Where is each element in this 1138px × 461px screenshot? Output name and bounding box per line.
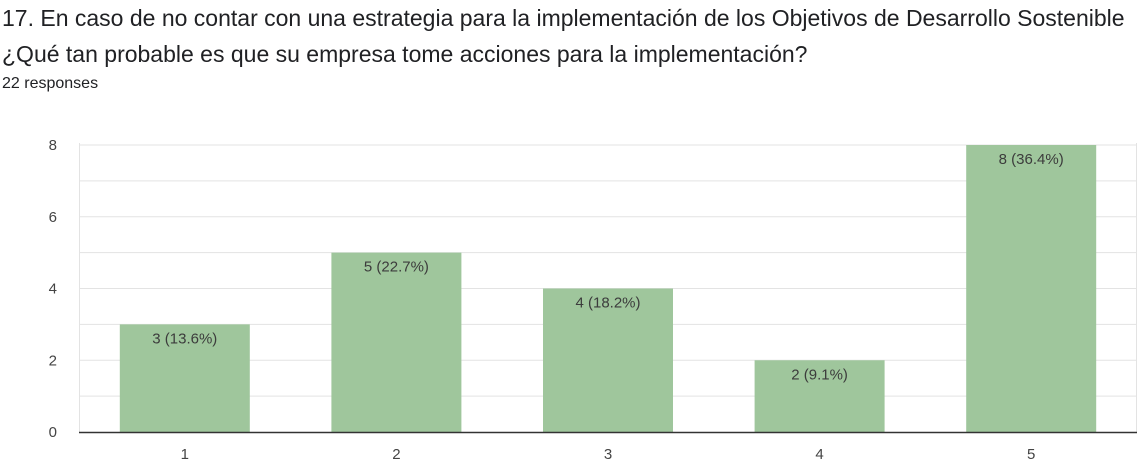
bar	[331, 252, 462, 432]
bar-data-label: 8 (36.4%)	[999, 151, 1064, 168]
y-tick-label: 0	[49, 424, 57, 441]
x-tick-label: 2	[392, 446, 400, 461]
bar-data-label: 4 (18.2%)	[575, 295, 640, 312]
y-tick-label: 6	[49, 209, 57, 226]
bar	[543, 288, 673, 432]
x-tick-label: 4	[815, 446, 823, 461]
x-tick-label: 5	[1027, 446, 1035, 461]
response-count: 22 responses	[2, 75, 99, 92]
question-title: 17. En caso de no contar con una estrate…	[2, 5, 1125, 67]
bar-data-label: 3 (13.6%)	[152, 330, 217, 347]
bar	[754, 360, 885, 432]
bar	[119, 324, 250, 432]
y-tick-label: 4	[49, 281, 57, 298]
x-tick-label: 3	[604, 446, 612, 461]
bar-data-label: 2 (9.1%)	[791, 366, 848, 383]
x-tick-label: 1	[181, 446, 189, 461]
y-tick-label: 8	[49, 137, 57, 154]
y-tick-label: 2	[49, 352, 57, 369]
bar-data-label: 5 (22.7%)	[364, 259, 429, 276]
bar	[966, 145, 1097, 432]
